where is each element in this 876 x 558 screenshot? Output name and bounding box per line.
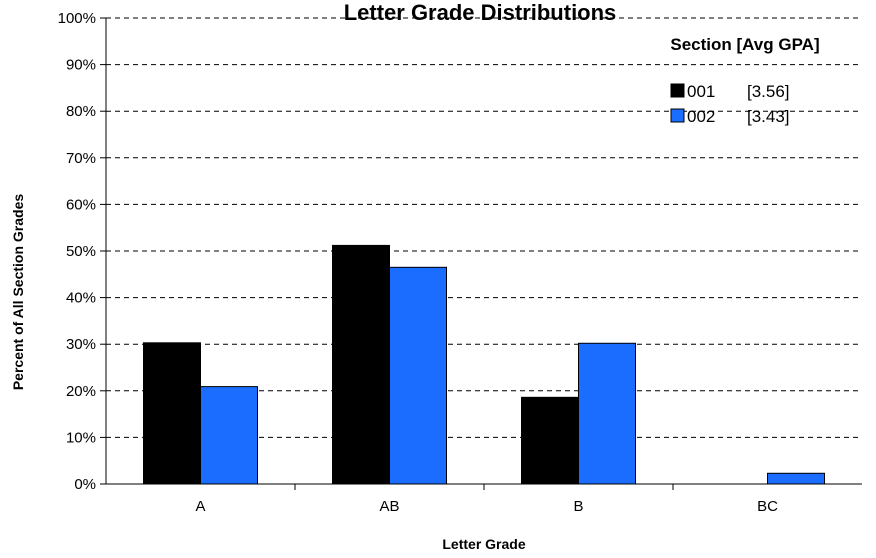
y-tick-label: 80%: [66, 103, 96, 120]
y-tick-label: 70%: [66, 150, 96, 167]
y-tick-label: 100%: [58, 10, 96, 27]
bar-bc-002: [767, 472, 825, 485]
y-tick-label: 50%: [66, 243, 96, 260]
bar-ab-002: [389, 266, 447, 485]
bar-a-001: [143, 342, 201, 485]
legend-swatch-002: [670, 108, 685, 123]
y-tick-label: 20%: [66, 383, 96, 400]
bar-b-001: [521, 396, 579, 485]
axes: [100, 17, 862, 490]
x-tick-label: B: [573, 498, 583, 515]
bars: [143, 244, 825, 485]
legend: Section [Avg GPA] 001 [3.56] 002 [3.43]: [670, 35, 819, 126]
y-tick-labels: 0% 10% 20% 30% 40% 50% 60% 70% 80% 90% 100%: [58, 10, 96, 493]
chart-title: Letter Grade Distributions: [344, 0, 617, 25]
x-tick-label: BC: [757, 498, 778, 515]
y-tick-label: 60%: [66, 196, 96, 213]
gridlines: [106, 17, 862, 438]
y-tick-label: 0%: [74, 476, 96, 493]
x-axis-title: Letter Grade: [442, 536, 525, 552]
bar-b-002: [578, 342, 636, 485]
bar-a-002: [200, 386, 258, 485]
legend-label-001: 001: [687, 82, 715, 101]
bar-ab-001: [332, 244, 390, 485]
legend-swatch-001: [670, 83, 685, 98]
y-axis-title: Percent of All Section Grades: [10, 194, 26, 391]
legend-gpa-001: [3.56]: [747, 82, 790, 101]
y-tick-label: 90%: [66, 57, 96, 74]
legend-label-002: 002: [687, 107, 715, 126]
y-tick-label: 40%: [66, 290, 96, 307]
x-tick-labels: A AB B BC: [195, 498, 778, 515]
y-tick-label: 30%: [66, 336, 96, 353]
legend-title: Section [Avg GPA]: [670, 35, 819, 54]
legend-gpa-002: [3.43]: [747, 107, 790, 126]
x-tick-label: AB: [379, 498, 399, 515]
y-tick-label: 10%: [66, 429, 96, 446]
x-tick-label: A: [195, 498, 205, 515]
